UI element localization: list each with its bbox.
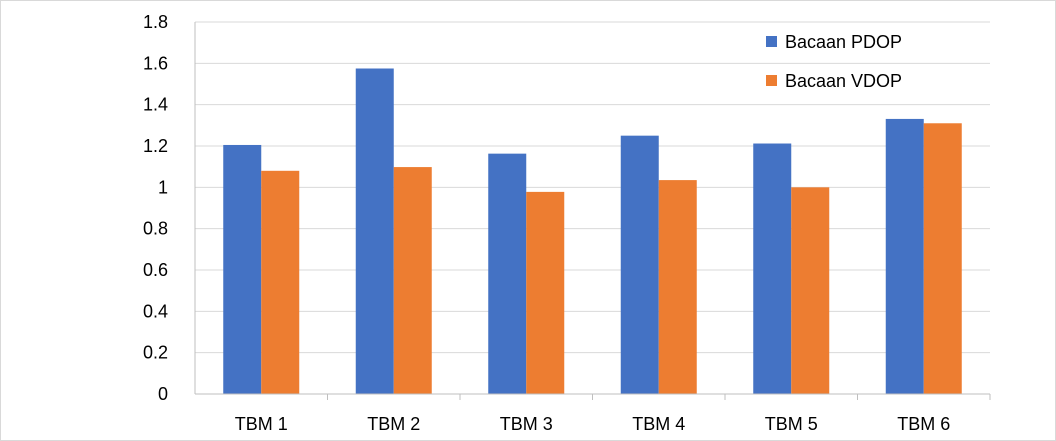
bar-vdop-6 xyxy=(923,123,962,395)
x-tick-labels: TBM 1 TBM 2 TBM 3 TBM 4 TBM 5 TBM 6 xyxy=(235,414,951,434)
legend-label-vdop: Bacaan VDOP xyxy=(785,71,902,91)
legend: Bacaan PDOP Bacaan VDOP xyxy=(766,32,902,91)
bar-vdop-2 xyxy=(393,167,432,394)
y-tick-labels: 0 0.2 0.4 0.6 0.8 1 1.2 1.4 1.6 1.8 xyxy=(143,12,168,404)
bar-vdop-4 xyxy=(658,180,697,394)
bar-vdop-1 xyxy=(261,170,300,394)
gridlines xyxy=(195,21,990,354)
y-tick-label: 0 xyxy=(158,384,168,404)
y-tick-label: 1 xyxy=(158,177,168,197)
legend-entry-vdop: Bacaan VDOP xyxy=(766,71,902,91)
y-tick-label: 0.4 xyxy=(143,301,168,321)
bar-pdop-5 xyxy=(753,143,792,394)
legend-swatch-pdop xyxy=(766,36,777,47)
y-tick-label: 1.2 xyxy=(143,136,168,156)
bar-vdop-3 xyxy=(526,191,565,394)
bar-vdop-5 xyxy=(791,187,830,394)
x-tick-label: TBM 4 xyxy=(632,414,685,434)
legend-swatch-vdop xyxy=(766,75,777,86)
y-tick-label: 1.4 xyxy=(143,95,168,115)
legend-label-pdop: Bacaan PDOP xyxy=(785,32,902,52)
y-tick-label: 1.8 xyxy=(143,12,168,32)
x-tick-label: TBM 2 xyxy=(367,414,420,434)
bar-pdop-6 xyxy=(885,118,924,394)
x-tick-label: TBM 1 xyxy=(235,414,288,434)
bar-pdop-2 xyxy=(355,68,394,394)
x-tick-label: TBM 6 xyxy=(897,414,950,434)
bar-pdop-3 xyxy=(488,153,527,394)
y-tick-label: 0.8 xyxy=(143,219,168,239)
bars xyxy=(223,68,962,395)
x-tick-label: TBM 3 xyxy=(500,414,553,434)
legend-entry-pdop: Bacaan PDOP xyxy=(766,32,902,52)
y-tick-label: 0.6 xyxy=(143,260,168,280)
y-tick-label: 0.2 xyxy=(143,343,168,363)
bar-pdop-4 xyxy=(620,135,659,394)
y-tick-label: 1.6 xyxy=(143,53,168,73)
x-tick-label: TBM 5 xyxy=(765,414,818,434)
bar-pdop-1 xyxy=(223,144,262,394)
axes xyxy=(194,22,991,400)
